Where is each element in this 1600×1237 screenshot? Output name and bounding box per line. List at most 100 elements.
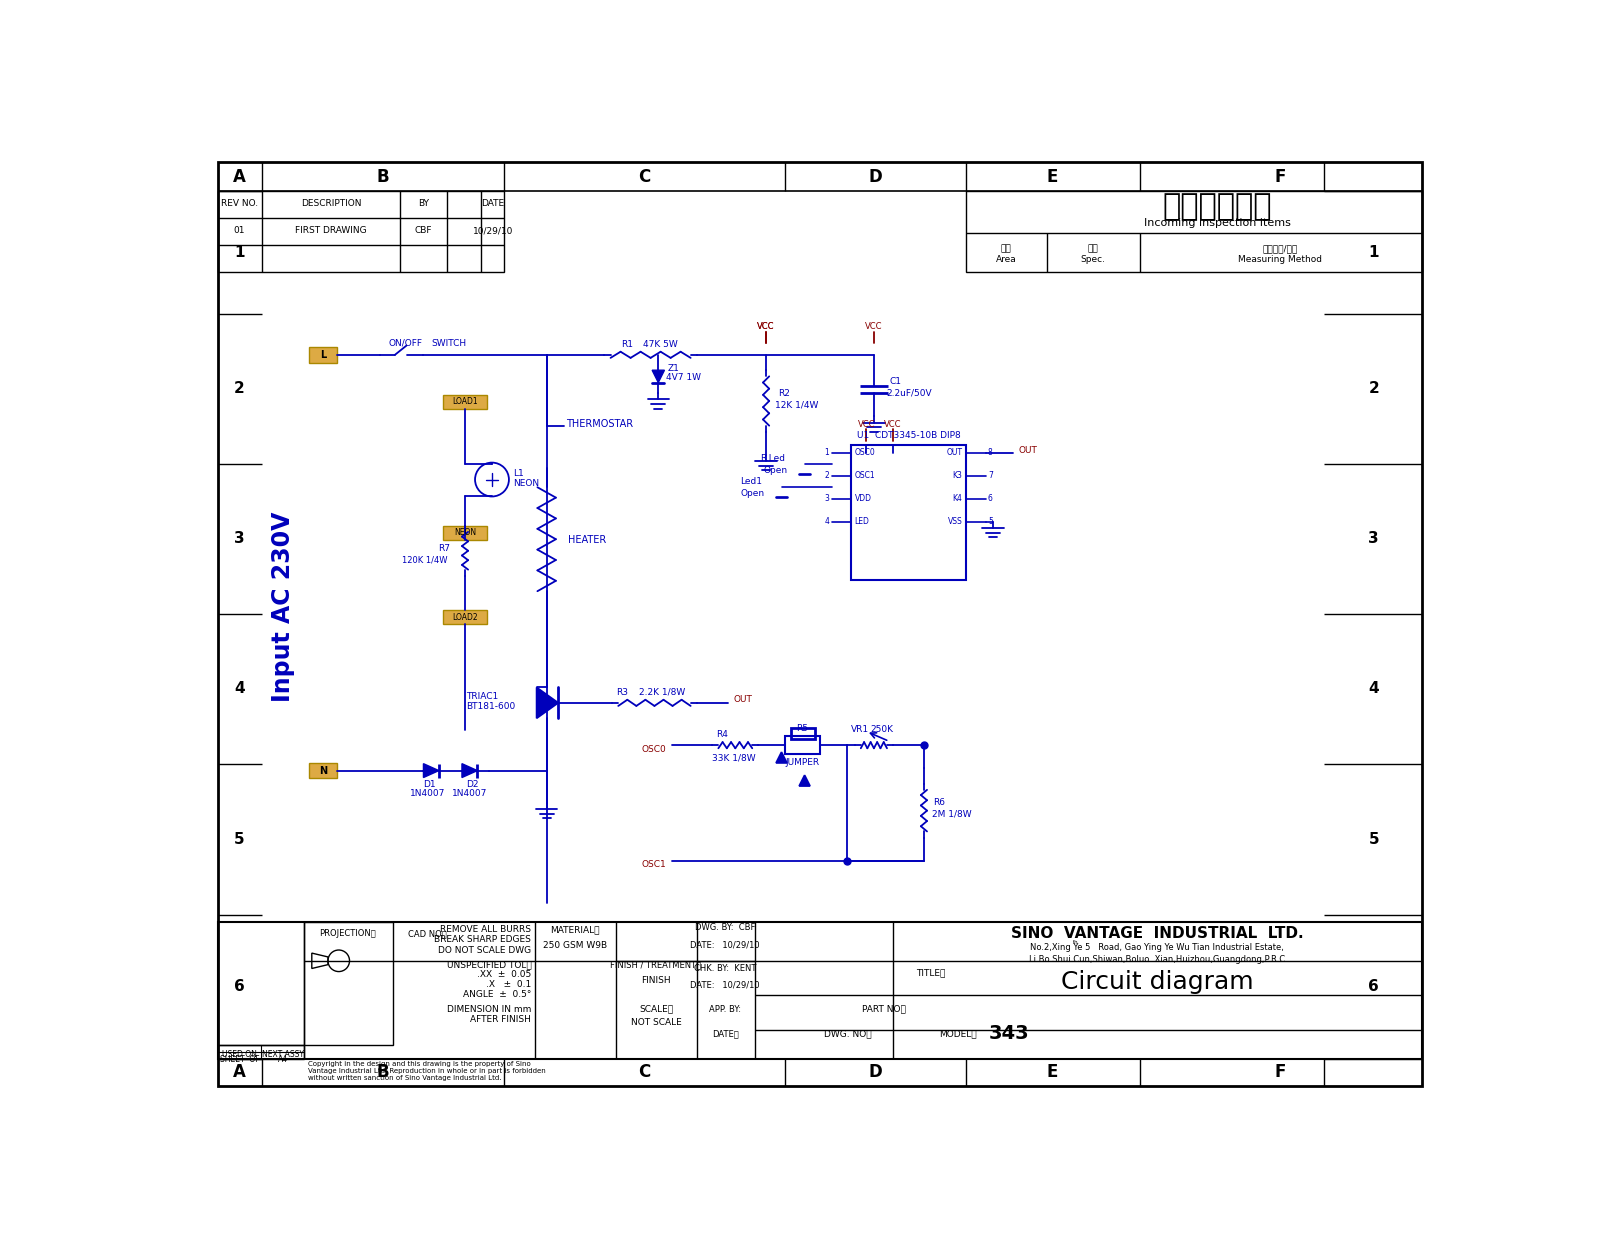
Text: BREAK SHARP EDGES: BREAK SHARP EDGES <box>434 935 531 945</box>
Text: 3: 3 <box>824 495 829 503</box>
Text: FINISH: FINISH <box>642 976 670 985</box>
Text: C1: C1 <box>890 377 901 386</box>
Text: 4: 4 <box>1368 682 1379 696</box>
Text: PROJECTION：: PROJECTION： <box>320 929 376 939</box>
Text: MODEL：: MODEL： <box>939 1029 978 1038</box>
Text: 來料主檢項目: 來料主檢項目 <box>1163 192 1272 220</box>
Text: VSS: VSS <box>947 517 963 527</box>
Bar <box>443 526 488 539</box>
Text: N: N <box>320 766 328 776</box>
Text: TITLE：: TITLE： <box>917 967 946 977</box>
Polygon shape <box>536 688 558 719</box>
Text: UNSPECIFIED TOL：: UNSPECIFIED TOL： <box>446 960 531 969</box>
Polygon shape <box>653 370 664 382</box>
Text: VCC: VCC <box>757 322 774 330</box>
Text: D1: D1 <box>424 781 435 789</box>
Text: PART NO：: PART NO： <box>862 1004 906 1014</box>
Text: Open: Open <box>763 466 787 475</box>
Text: R2: R2 <box>778 388 789 398</box>
Text: JUMPER: JUMPER <box>786 757 819 767</box>
Text: DATE:   10/29/10: DATE: 10/29/10 <box>691 941 760 950</box>
Text: 區號
Area: 區號 Area <box>995 244 1016 263</box>
Text: F: F <box>1275 1064 1286 1081</box>
Polygon shape <box>424 763 438 778</box>
Text: VDD: VDD <box>854 495 872 503</box>
Text: Li Bo Shui Cun,Shiwan,Boluo  Xian,Huizhou,Guangdong,P.R.C: Li Bo Shui Cun,Shiwan,Boluo Xian,Huizhou… <box>1029 955 1285 964</box>
Text: F: F <box>1275 168 1286 186</box>
Text: E: E <box>1046 1064 1058 1081</box>
Text: 10/29/10: 10/29/10 <box>472 226 514 235</box>
Text: A4: A4 <box>277 1055 288 1064</box>
Text: 4: 4 <box>824 517 829 527</box>
Text: OSC0: OSC0 <box>854 448 875 458</box>
Text: DWG. BY:  CBF: DWG. BY: CBF <box>694 923 755 933</box>
Text: 5: 5 <box>1368 831 1379 846</box>
Text: AFTER FINISH: AFTER FINISH <box>470 1014 531 1024</box>
Text: DIMENSION IN mm: DIMENSION IN mm <box>446 1004 531 1014</box>
Text: 2: 2 <box>824 471 829 480</box>
Text: 47K 5W: 47K 5W <box>643 339 678 349</box>
Text: L1: L1 <box>514 469 525 477</box>
Text: OSC1: OSC1 <box>642 860 666 870</box>
Text: K3: K3 <box>952 471 963 480</box>
Text: FIRST DRAWING: FIRST DRAWING <box>296 226 366 235</box>
Text: NEXT ASSY: NEXT ASSY <box>261 1050 304 1059</box>
Text: No.2,Xing Ye 5   Road, Gao Ying Ye Wu Tian Industrial Estate,: No.2,Xing Ye 5 Road, Gao Ying Ye Wu Tian… <box>1030 943 1285 952</box>
Text: DO NOT SCALE DWG: DO NOT SCALE DWG <box>438 945 531 955</box>
Text: K4: K4 <box>952 495 963 503</box>
Text: OUT: OUT <box>1019 445 1037 455</box>
Text: CAD NO：: CAD NO： <box>408 929 446 939</box>
Text: C: C <box>638 1064 651 1081</box>
Text: Circuit diagram: Circuit diagram <box>1061 970 1253 993</box>
Text: 6: 6 <box>1368 978 1379 993</box>
Text: OUT: OUT <box>947 448 963 458</box>
Bar <box>443 610 488 625</box>
Bar <box>966 190 1422 272</box>
Text: CBF: CBF <box>414 226 432 235</box>
Text: .X   ±  0.1: .X ± 0.1 <box>486 980 531 990</box>
Text: R4: R4 <box>717 730 728 738</box>
Polygon shape <box>776 752 787 763</box>
Text: 3: 3 <box>1368 532 1379 547</box>
Text: OSC1: OSC1 <box>854 471 875 480</box>
Text: R5: R5 <box>797 724 808 732</box>
Text: R3: R3 <box>616 688 627 696</box>
Text: VR1: VR1 <box>851 725 869 735</box>
Text: DATE:   10/29/10: DATE: 10/29/10 <box>691 981 760 990</box>
Text: 度量方法/工具
Measuring Method: 度量方法/工具 Measuring Method <box>1238 244 1323 263</box>
Text: 3: 3 <box>234 532 245 547</box>
Text: 120K 1/4W: 120K 1/4W <box>402 555 448 565</box>
Text: DATE: DATE <box>482 199 504 208</box>
Text: 343: 343 <box>989 1024 1029 1044</box>
Text: A: A <box>234 1064 246 1081</box>
Text: Input AC 230V: Input AC 230V <box>270 511 294 701</box>
Text: OSC0: OSC0 <box>642 745 666 753</box>
Bar <box>786 736 821 755</box>
Bar <box>218 923 1422 1059</box>
Text: U1  CDT3345-10B DIP8: U1 CDT3345-10B DIP8 <box>856 432 960 440</box>
Text: 1: 1 <box>1368 245 1379 260</box>
Text: 250 GSM W9B: 250 GSM W9B <box>542 941 608 950</box>
Text: 01: 01 <box>234 226 245 235</box>
Text: Incoming inspection items: Incoming inspection items <box>1144 218 1291 228</box>
Text: R7: R7 <box>438 544 451 553</box>
Text: NEON: NEON <box>514 479 539 487</box>
Text: Open: Open <box>741 489 765 499</box>
Text: 1N4007: 1N4007 <box>410 789 445 798</box>
Text: SWITCH: SWITCH <box>430 339 466 348</box>
Text: 5: 5 <box>234 831 245 846</box>
Text: 4V7 1W: 4V7 1W <box>666 374 701 382</box>
Text: REMOVE ALL BURRS: REMOVE ALL BURRS <box>440 925 531 934</box>
Bar <box>443 395 488 408</box>
Text: VCC: VCC <box>858 419 875 428</box>
Text: LED: LED <box>854 517 869 527</box>
Text: 33K 1/8W: 33K 1/8W <box>712 753 755 762</box>
Text: SHEET  OF: SHEET OF <box>219 1055 259 1064</box>
Text: L: L <box>320 350 326 360</box>
Text: Copyright in the design and this drawing is the property of Sino
Vantage Industr: Copyright in the design and this drawing… <box>307 1061 546 1081</box>
Text: D: D <box>869 1064 882 1081</box>
Text: REV NO.: REV NO. <box>221 199 258 208</box>
Text: B: B <box>376 168 389 186</box>
Text: D2: D2 <box>466 781 478 789</box>
Text: 5: 5 <box>987 517 992 527</box>
